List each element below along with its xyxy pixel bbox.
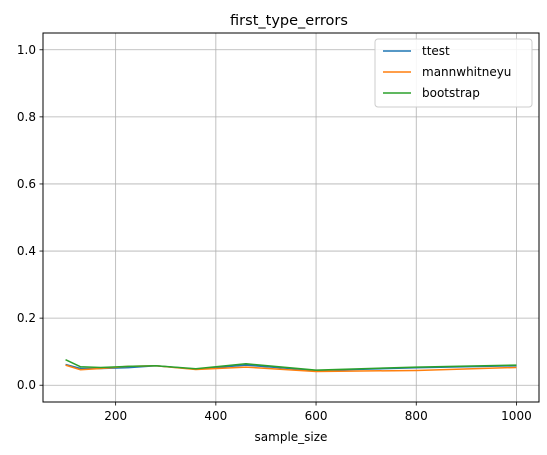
x-tick-label: 800 — [405, 409, 428, 423]
legend-label-ttest: ttest — [422, 44, 450, 58]
y-tick-label: 0.6 — [17, 177, 36, 191]
y-tick-label: 0.0 — [17, 378, 36, 392]
x-axis: 200 400 600 800 1000 — [104, 402, 532, 423]
chart-title: first_type_errors — [230, 13, 348, 29]
y-tick-label: 0.8 — [17, 110, 36, 124]
x-axis-title: sample_size — [255, 430, 328, 444]
y-tick-label: 0.2 — [17, 311, 36, 325]
x-tick-label: 600 — [305, 409, 328, 423]
legend-label-bootstrap: bootstrap — [422, 86, 480, 100]
series-line-bootstrap — [65, 359, 517, 371]
legend-box — [374, 38, 533, 108]
y-axis: 0.0 0.2 0.4 0.6 0.8 1.0 — [17, 43, 43, 392]
y-tick-label: 0.4 — [17, 244, 36, 258]
x-tick-label: 200 — [104, 409, 127, 423]
series-layer — [65, 359, 517, 373]
legend-label-mannwhitneyu: mannwhitneyu — [422, 65, 511, 79]
y-tick-label: 1.0 — [17, 43, 36, 57]
grid — [43, 33, 539, 402]
plot-frame — [42, 32, 540, 403]
x-tick-label: 1000 — [501, 409, 532, 423]
legend: ttest mannwhitneyu bootstrap — [374, 38, 533, 108]
x-tick-label: 400 — [204, 409, 227, 423]
